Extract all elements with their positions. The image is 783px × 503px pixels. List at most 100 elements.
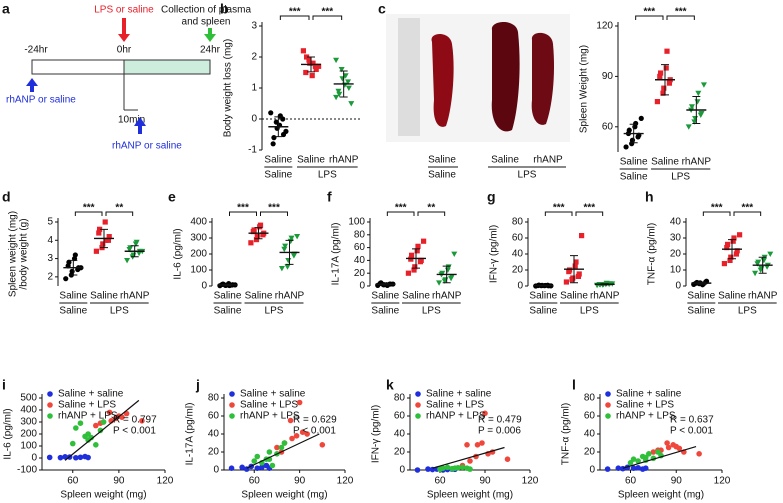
point	[335, 88, 342, 95]
x-tick-label: rhANP	[682, 157, 712, 168]
y-axis-label: Spleen Weight (mg)	[579, 45, 590, 133]
group-label: Saline	[59, 306, 87, 317]
x-tick-label: 60	[625, 476, 637, 487]
error-bar	[661, 64, 669, 96]
point	[285, 258, 292, 264]
group-label: Saline	[371, 306, 399, 317]
y-tick-label: 100	[348, 217, 365, 228]
y-tick-label: 0	[589, 465, 595, 476]
x-tick-label: 90	[671, 476, 683, 487]
point	[100, 419, 107, 425]
y-tick-label: 3	[251, 21, 257, 32]
significance-bracket	[635, 15, 664, 20]
point	[448, 274, 455, 280]
x-tick-label: rhANP	[748, 291, 778, 302]
point	[414, 467, 421, 473]
panel-label: a	[2, 1, 10, 17]
point	[283, 128, 289, 134]
x-tick-label: Saline	[245, 291, 273, 302]
error-bar	[339, 70, 348, 98]
point	[731, 235, 737, 241]
legend-marker	[605, 413, 611, 419]
point	[266, 449, 273, 455]
y-tick-label: 3	[47, 253, 53, 264]
time-label: 0hr	[117, 45, 132, 56]
y-tick-label: 200	[190, 249, 207, 260]
y-axis-label: IL-17A (pg/ml)	[185, 403, 196, 466]
point	[658, 70, 664, 76]
point	[630, 465, 637, 472]
y-tick-label: 0	[675, 281, 681, 292]
annotation: P < 0.001	[113, 426, 156, 437]
error-bar	[539, 284, 548, 287]
x-tick-label: rhANP	[120, 291, 150, 302]
point	[63, 276, 69, 282]
significance-bracket	[260, 211, 288, 216]
significance-label: ***	[643, 7, 655, 18]
legend-marker	[47, 402, 53, 408]
group-label: LPS	[318, 170, 337, 181]
x-tick-label: rhANP	[590, 291, 620, 302]
x-tick-label: 90	[294, 476, 306, 487]
y-tick-label: 80	[512, 217, 524, 228]
point	[664, 48, 670, 54]
error-bar	[728, 239, 736, 260]
arrow	[134, 117, 146, 126]
point	[666, 80, 672, 86]
error-bar	[412, 248, 420, 269]
point	[479, 440, 485, 446]
legend-marker	[47, 413, 53, 419]
error-bar	[100, 228, 108, 249]
point	[642, 465, 649, 472]
ruler	[398, 18, 420, 136]
y-tick-label: 5	[47, 217, 53, 228]
point	[73, 425, 79, 431]
point	[309, 73, 315, 79]
y-tick-label: 80	[208, 393, 220, 404]
point	[421, 238, 427, 244]
significance-bracket	[279, 15, 310, 20]
legend-label: rhANP + LPS	[426, 411, 486, 422]
point	[730, 238, 736, 244]
category-label: rhANP	[533, 155, 563, 166]
point	[93, 442, 99, 448]
significance-bracket	[229, 211, 257, 216]
point	[665, 444, 672, 451]
point	[257, 222, 264, 228]
y-tick-label: 60	[354, 242, 366, 253]
point	[306, 57, 312, 63]
legend-marker	[605, 402, 611, 408]
y-axis-label: TNF-α (pg/ml)	[561, 403, 572, 465]
significance-bracket	[702, 211, 731, 216]
significance-label: **	[427, 203, 435, 214]
y-tick-label: 40	[584, 429, 596, 440]
point	[336, 91, 343, 98]
arrow	[204, 34, 216, 42]
y-tick-label: 400	[190, 217, 207, 228]
point	[139, 418, 145, 424]
point	[467, 458, 473, 464]
point	[333, 94, 340, 101]
point	[638, 115, 644, 121]
panel: b -1 0 1 2 3 Body weight loss (mg) Saline Saline…	[220, 1, 360, 181]
point	[411, 267, 417, 273]
significance-bracket	[666, 15, 695, 20]
significance-bracket	[733, 211, 762, 216]
annotation: R = 0.479	[478, 415, 522, 426]
point	[278, 444, 285, 451]
y-tick-label: 20	[512, 265, 524, 276]
x-tick-label: Saline	[59, 291, 87, 302]
legend-marker	[605, 391, 611, 397]
x-axis-label: Spleen weight (mg)	[427, 490, 513, 501]
legend-label: Saline + saline	[58, 389, 124, 400]
point	[415, 243, 421, 249]
y-tick-label: 500	[20, 393, 37, 404]
y-tick-label: 2	[251, 52, 257, 63]
y-tick-label: -100	[17, 465, 37, 476]
error-bar	[223, 283, 232, 287]
group-label: Saline	[214, 306, 242, 317]
point	[239, 464, 245, 471]
point	[251, 458, 258, 464]
